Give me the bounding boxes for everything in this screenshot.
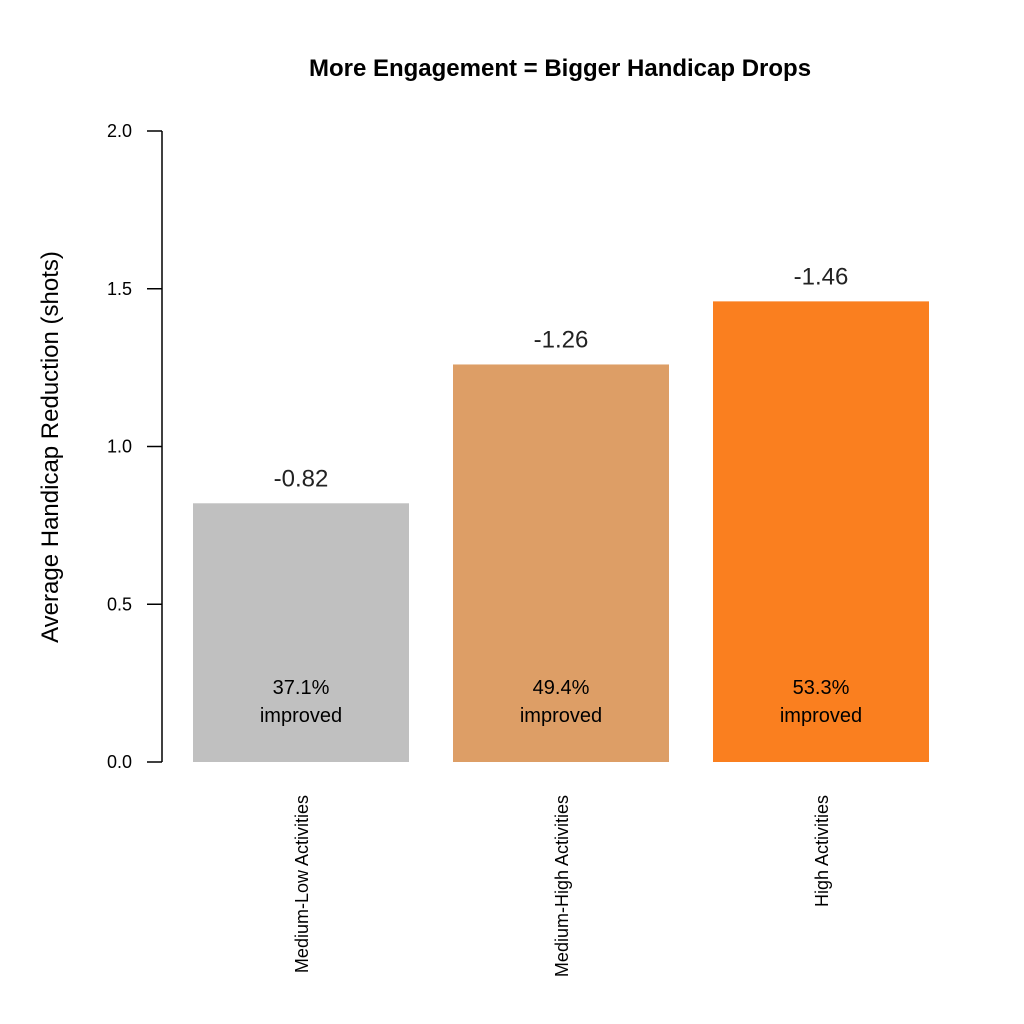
bar-value-label: -0.82	[274, 465, 329, 492]
bar-value-label: -1.26	[534, 326, 589, 353]
bar-percent-label: 53.3%	[793, 677, 850, 699]
y-axis: 0.0 0.5 1.0 1.5 2.0	[107, 121, 163, 772]
x-category-label: Medium-High Activities	[552, 795, 572, 977]
bar-percent-label: 37.1%	[273, 677, 330, 699]
bar-improved-label: improved	[780, 705, 862, 727]
chart-title: More Engagement = Bigger Handicap Drops	[309, 55, 811, 82]
y-tick-label: 0.5	[107, 594, 132, 614]
bar-percent-label: 49.4%	[533, 677, 590, 699]
y-tick-label: 0.0	[107, 752, 132, 772]
y-tick-label: 1.5	[107, 279, 132, 299]
bar-improved-label: improved	[260, 705, 342, 727]
bar	[193, 503, 409, 762]
bar-value-label: -1.46	[794, 263, 849, 290]
bar-improved-label: improved	[520, 705, 602, 727]
y-tick-label: 1.0	[107, 437, 132, 457]
bar	[453, 364, 669, 762]
y-tick-label: 2.0	[107, 121, 132, 141]
bar-labels: -0.82 37.1% improved Medium-Low Activities -…	[260, 263, 862, 977]
bar	[713, 301, 929, 762]
x-category-label: High Activities	[812, 795, 832, 907]
x-category-label: Medium-Low Activities	[292, 795, 312, 973]
y-axis-label: Average Handicap Reduction (shots)	[37, 251, 64, 643]
bars	[193, 301, 929, 762]
